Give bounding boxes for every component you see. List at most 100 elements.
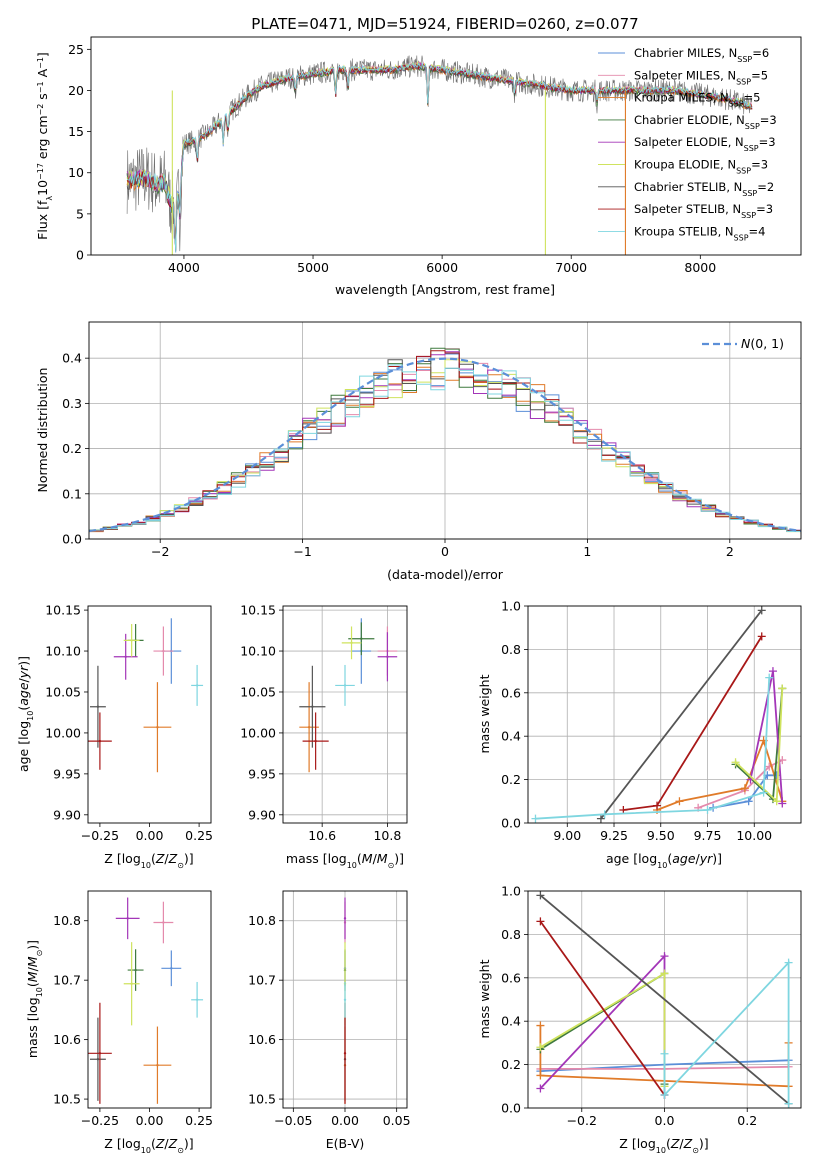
data-point [170, 967, 173, 970]
y-tick-label: 0.0 [501, 1101, 521, 1116]
y-tick-label: 5 [76, 206, 84, 221]
data-point [195, 998, 199, 1001]
y-tick-label: 10.7 [248, 973, 276, 988]
x-tick-label: −0.2 [567, 1113, 597, 1128]
legend-entry: Chabrier ELODIE, NSSP=3 [634, 113, 777, 130]
x-tick-label: 0.25 [185, 1113, 213, 1128]
y-tick-label: 0.8 [501, 927, 521, 942]
weight-point-marker [536, 1021, 545, 1030]
weight-point-marker [768, 667, 777, 676]
weight-point-marker [660, 1049, 669, 1058]
x-tick-label: 9.50 [647, 828, 675, 843]
weight-point-marker [596, 814, 605, 823]
x-tick-label: 0.05 [383, 1113, 411, 1128]
x-tick-label: −0.25 [81, 828, 119, 843]
axes-frame [282, 605, 408, 824]
y-tick-label: 10.6 [248, 1032, 276, 1047]
weight-point-marker [536, 891, 545, 900]
weight-series-line [623, 635, 763, 811]
axes-mass-vs-ebv: −0.05 0.00 0.05 10.5 10.6 10.7 10.8 E(B-V) [248, 890, 411, 1151]
y-tick-label: 0.4 [501, 1014, 521, 1029]
x-tick-label: 6000 [426, 260, 458, 275]
axes-mass-vs-Z: −0.25 0.00 0.25 10.5 10.6 10.7 10.8 Z [log10(Z/… [25, 890, 213, 1155]
data-point [343, 917, 347, 920]
axes-weight-vs-Z: −0.2 0.0 0.2 0.0 0.2 0.4 0.6 0.8 1.0 Z [log10(Z/Z… [477, 884, 802, 1155]
y-tick-label: 20 [68, 83, 84, 98]
y-tick-label: 0.6 [501, 685, 521, 700]
plot-area [126, 55, 753, 255]
y-axis-label: Flux [fλ10−17 erg cm−2 s−1 A−1] [35, 52, 54, 240]
axes-age-vs-Z: −0.25 0.00 0.25 9.90 9.95 10.00 10.05 10.10 10.1… [16, 603, 213, 870]
x-tick-label: 9.25 [600, 828, 628, 843]
y-tick-label: 10.15 [45, 603, 81, 618]
data-point [126, 917, 129, 920]
weight-point-marker [778, 684, 787, 693]
y-tick-label: 10.5 [248, 1092, 276, 1107]
y-axis-label: mass weight [477, 959, 492, 1038]
data-point [156, 1063, 159, 1067]
plot-area [531, 606, 787, 823]
weight-point-marker [757, 606, 766, 615]
data-point [343, 684, 347, 687]
x-tick-label: −0.05 [274, 1113, 312, 1128]
weight-point-marker [757, 632, 766, 641]
data-point [96, 1058, 100, 1061]
weight-point-marker [703, 805, 712, 814]
axes-frame [527, 605, 802, 824]
y-tick-label: 0.4 [62, 351, 82, 366]
y-axis-label: Normed distribution [35, 368, 50, 493]
y-tick-label: 9.95 [53, 766, 81, 781]
x-tick-label: 9.00 [553, 828, 581, 843]
data-point [314, 739, 317, 743]
x-tick-label: 8000 [684, 260, 716, 275]
legend-entry: Chabrier STELIB, NSSP=2 [634, 180, 774, 198]
residual-histogram [89, 364, 801, 533]
y-tick-label: 10.15 [240, 603, 276, 618]
data-point [311, 705, 314, 708]
data-point [124, 655, 127, 658]
weight-point-marker [784, 1099, 793, 1108]
weight-point-marker [536, 1084, 545, 1093]
y-tick-label: 1.0 [501, 599, 521, 614]
x-tick-label: 0.0 [655, 1113, 675, 1128]
axes-residuals: −2 −1 0 1 2 0.0 0.1 0.2 0.3 0.4 N(0, 1) (data-model… [35, 321, 802, 582]
plot-area [299, 618, 398, 773]
data-point [350, 641, 353, 645]
axes-frame [87, 605, 212, 824]
y-tick-label: 9.90 [53, 807, 81, 822]
y-tick-label: 0 [76, 248, 84, 263]
x-tick-label: 0.00 [331, 1113, 359, 1128]
y-tick-label: 9.95 [248, 766, 276, 781]
data-point [134, 968, 137, 972]
x-tick-label: 7000 [555, 260, 587, 275]
x-tick-label: 5000 [297, 260, 329, 275]
weight-point-marker [765, 673, 774, 682]
weight-point-marker [772, 797, 781, 806]
weight-point-marker [653, 801, 662, 810]
y-tick-label: 10.05 [240, 684, 276, 699]
weight-series-line [663, 960, 790, 1104]
legend-entry: Chabrier MILES, NSSP=6 [634, 46, 769, 64]
data-point [96, 705, 100, 708]
data-point [162, 921, 165, 924]
legend-entry: Kroupa ELODIE, NSSP=3 [634, 158, 768, 176]
data-point [156, 725, 159, 729]
y-tick-label: 0.4 [501, 729, 521, 744]
y-tick-label: 10 [68, 165, 84, 180]
y-tick-label: 10.7 [53, 973, 81, 988]
x-tick-label: 10.6 [308, 828, 336, 843]
figure-title: PLATE=0471, MJD=51924, FIBERID=0260, z=0… [251, 15, 638, 33]
y-tick-label: 0.0 [62, 532, 82, 547]
plot-area [88, 618, 204, 773]
x-tick-label: 0.2 [737, 1113, 757, 1128]
y-tick-label: 15 [68, 124, 84, 139]
legend-entry: Salpeter ELODIE, NSSP=3 [634, 135, 776, 153]
x-tick-label: 2 [726, 544, 734, 559]
data-point [386, 655, 389, 658]
weight-series-line [712, 774, 777, 809]
y-tick-label: 10.8 [53, 913, 81, 928]
weight-series-line [535, 677, 771, 820]
data-point [130, 639, 133, 642]
weight-point-marker [759, 788, 768, 797]
residual-histogram [89, 350, 801, 534]
